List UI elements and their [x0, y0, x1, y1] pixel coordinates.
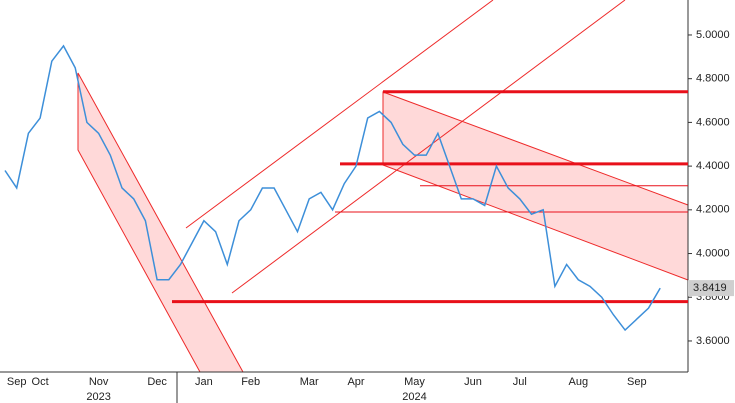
up-channel-line	[231, 0, 626, 294]
down-channel	[77, 72, 244, 373]
x-tick-label: May	[404, 376, 425, 388]
x-tick-label: Aug	[569, 376, 589, 388]
x-tick-label: Apr	[347, 376, 364, 388]
x-tick-label: Jul	[513, 376, 527, 388]
x-tick-label: Oct	[32, 376, 49, 388]
year-label: 2024	[402, 391, 426, 403]
up-channel-line	[185, 0, 494, 229]
y-tick-label: 4.2000	[696, 204, 730, 216]
y-tick-label: 4.4000	[696, 160, 730, 172]
x-tick-label: Nov	[89, 376, 109, 388]
last-value-label: 3.8419	[693, 282, 727, 294]
x-tick-label: Feb	[241, 376, 260, 388]
y-tick-label: 4.8000	[696, 73, 730, 85]
x-tick-label: Dec	[147, 376, 167, 388]
x-tick-label: Sep	[627, 376, 647, 388]
y-tick-label: 4.0000	[696, 247, 730, 259]
y-tick-label: 5.0000	[696, 29, 730, 41]
last-value-box	[688, 280, 734, 297]
year-label: 2023	[86, 391, 110, 403]
x-tick-label: Sep	[7, 376, 27, 388]
x-tick-label: Mar	[300, 376, 319, 388]
price-line	[4, 44, 661, 332]
y-tick-label: 3.6000	[696, 335, 730, 347]
x-tick-label: Jun	[464, 376, 482, 388]
x-tick-label: Jan	[195, 376, 213, 388]
y-tick-label: 4.6000	[696, 116, 730, 128]
